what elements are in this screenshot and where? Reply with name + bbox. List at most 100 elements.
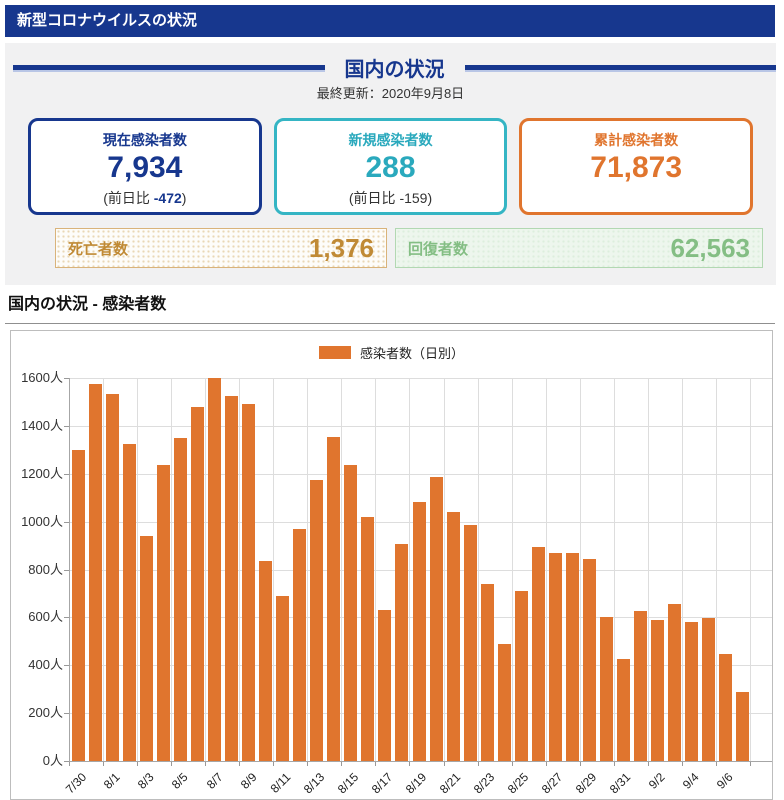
h-gridline xyxy=(69,425,772,427)
bar-8/2[interactable] xyxy=(123,443,137,761)
bar-9/6[interactable] xyxy=(718,654,732,761)
bar-9/5[interactable] xyxy=(701,617,715,761)
bar-8/20[interactable] xyxy=(429,477,443,761)
v-gridline xyxy=(613,378,615,761)
bar-9/7[interactable] xyxy=(735,691,749,761)
bar-8/29[interactable] xyxy=(582,558,596,761)
card-value: 288 xyxy=(365,151,416,184)
bar-8/16[interactable] xyxy=(361,516,375,761)
recovered-box: 回復者数 62,563 xyxy=(395,228,763,268)
chart-section-heading: 国内の状況 - 感染者数 xyxy=(5,290,775,324)
summary-cards: 現在感染者数 7,934 (前日比 -472) 新規感染者数 288 (前日比 … xyxy=(28,118,754,215)
x-axis-label: 9/6 xyxy=(714,770,736,792)
x-axis-label: 7/30 xyxy=(62,770,89,797)
x-tick xyxy=(69,761,70,766)
panel-title: 国内の状況 xyxy=(344,59,445,81)
bar-8/21[interactable] xyxy=(446,512,460,761)
card-value: 71,873 xyxy=(590,151,683,184)
title-rule-left xyxy=(13,65,325,70)
bar-8/8[interactable] xyxy=(225,395,239,761)
delta-close: ) xyxy=(181,190,187,206)
chart-plot-area: 0人 200人 400人 600人 800人 1000人 1200人 1400人 1600人 7/… xyxy=(11,331,772,799)
bar-9/1[interactable] xyxy=(633,611,647,761)
bar-8/6[interactable] xyxy=(191,406,205,761)
deaths-label: 死亡者数 xyxy=(68,240,129,258)
bar-7/30[interactable] xyxy=(72,449,85,761)
v-gridline xyxy=(477,378,479,761)
chart-legend: 感染者数（日別） xyxy=(11,343,772,362)
x-axis-label: 8/27 xyxy=(539,770,566,797)
card-delta: (前日比 -472) xyxy=(31,188,259,208)
bar-8/12[interactable] xyxy=(293,528,307,761)
bar-8/10[interactable] xyxy=(259,561,273,761)
delta-value: -472 xyxy=(153,190,182,206)
bar-9/2[interactable] xyxy=(650,619,664,761)
h-gridline xyxy=(69,378,772,379)
x-axis-label: 8/21 xyxy=(437,770,464,797)
bar-8/3[interactable] xyxy=(140,535,154,761)
x-axis-label: 8/7 xyxy=(203,770,226,792)
bar-8/14[interactable] xyxy=(327,436,341,761)
bar-8/19[interactable] xyxy=(412,502,426,761)
v-gridline xyxy=(341,378,343,761)
bar-8/4[interactable] xyxy=(157,465,171,761)
delta-open: (前日比 xyxy=(348,190,400,206)
bar-9/4[interactable] xyxy=(684,622,698,761)
x-tick xyxy=(477,761,479,766)
bar-8/15[interactable] xyxy=(344,465,358,761)
card-label: 現在感染者数 xyxy=(102,132,187,148)
y-axis-line xyxy=(69,378,70,761)
deaths-value: 1,376 xyxy=(308,232,374,263)
bar-8/22[interactable] xyxy=(463,525,477,761)
x-axis-label: 8/9 xyxy=(237,770,260,792)
x-axis-line xyxy=(69,761,772,762)
bar-8/25[interactable] xyxy=(514,591,528,761)
h-gridline xyxy=(69,473,772,475)
y-tick xyxy=(64,665,69,667)
x-axis-label: 8/11 xyxy=(267,770,294,796)
x-axis-label: 9/4 xyxy=(680,770,702,792)
bar-8/7[interactable] xyxy=(208,378,222,761)
delta-close: ) xyxy=(427,190,433,206)
v-gridline xyxy=(375,378,377,761)
daily-infections-chart: 感染者数（日別） 0人 200人 400人 600人 800人 1000人 1200人 140… xyxy=(10,330,773,800)
x-axis-label: 8/17 xyxy=(368,770,396,797)
bar-8/17[interactable] xyxy=(378,610,392,761)
y-tick xyxy=(64,378,69,379)
bar-8/24[interactable] xyxy=(497,643,511,761)
title-rule-right xyxy=(464,65,776,70)
bar-8/18[interactable] xyxy=(395,544,409,761)
bar-8/27[interactable] xyxy=(548,552,562,761)
bar-8/26[interactable] xyxy=(531,546,545,761)
bar-8/28[interactable] xyxy=(565,552,579,761)
bar-8/1[interactable] xyxy=(106,393,120,761)
y-tick xyxy=(64,425,69,427)
x-axis-label: 8/3 xyxy=(135,770,158,792)
x-tick xyxy=(511,761,513,766)
y-axis-label: 1600人 xyxy=(21,370,63,385)
x-tick xyxy=(205,761,207,766)
bar-8/31[interactable] xyxy=(616,658,630,761)
bar-8/30[interactable] xyxy=(599,617,613,761)
bar-8/23[interactable] xyxy=(480,583,494,761)
bar-8/9[interactable] xyxy=(242,404,256,761)
x-tick xyxy=(341,761,343,766)
x-axis-label: 8/31 xyxy=(607,770,634,797)
bar-9/3[interactable] xyxy=(667,604,681,761)
bar-8/5[interactable] xyxy=(174,437,188,761)
x-tick xyxy=(409,761,411,766)
card-current-infected: 現在感染者数 7,934 (前日比 -472) xyxy=(28,118,262,215)
bar-8/11[interactable] xyxy=(276,595,290,761)
deaths-box: 死亡者数 1,376 xyxy=(55,228,387,268)
y-axis-label: 1000人 xyxy=(21,513,63,529)
x-axis-label: 8/5 xyxy=(169,770,192,792)
bar-8/13[interactable] xyxy=(310,479,324,761)
delta-open: (前日比 xyxy=(103,190,154,206)
y-axis-label: 200人 xyxy=(28,705,63,721)
card-label: 新規感染者数 xyxy=(348,132,433,148)
bar-7/31[interactable] xyxy=(89,383,103,761)
x-tick xyxy=(103,761,105,766)
y-tick xyxy=(64,761,69,762)
card-label: 累計感染者数 xyxy=(594,132,679,148)
card-delta: (前日比 -159) xyxy=(277,188,505,208)
